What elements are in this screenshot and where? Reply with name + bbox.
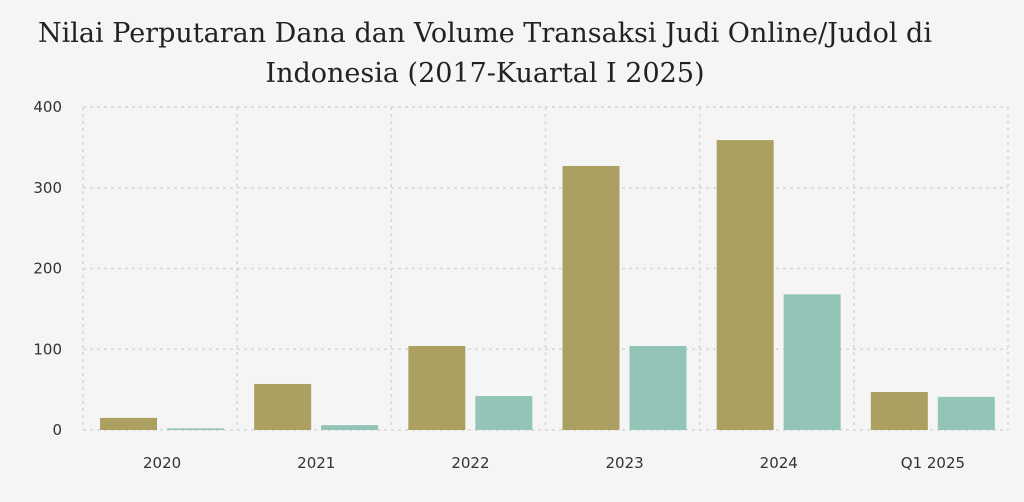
chart-title: Nilai Perputaran Dana dan Volume Transak…	[38, 18, 932, 89]
x-tick-label: 2024	[760, 454, 798, 472]
x-tick-label: 2022	[451, 454, 489, 472]
y-tick-label: 200	[33, 260, 62, 278]
x-tick-label: 2020	[143, 454, 181, 472]
bar-2021-series-2	[321, 425, 379, 430]
bar-2022-series-1	[408, 346, 466, 430]
bar-2023-series-1	[562, 165, 620, 430]
y-tick-label: 100	[33, 340, 62, 358]
y-tick-label: 400	[33, 98, 62, 116]
x-tick-label: 2023	[605, 454, 643, 472]
bar-2022-series-2	[475, 396, 533, 430]
y-tick-label: 300	[33, 179, 62, 197]
x-tick-label: 2021	[297, 454, 335, 472]
bar-q1-2025-series-2	[937, 396, 995, 430]
y-tick-label: 0	[52, 421, 62, 439]
bar-2024-series-2	[783, 294, 841, 430]
bar-2020-series-1	[100, 417, 157, 430]
bar-2020-series-2	[167, 428, 224, 430]
bar-2024-series-1	[716, 140, 774, 431]
bar-2023-series-2	[629, 346, 687, 430]
bar-2021-series-1	[254, 383, 312, 430]
x-tick-label: Q1 2025	[901, 454, 965, 472]
bar-q1-2025-series-1	[870, 392, 928, 430]
